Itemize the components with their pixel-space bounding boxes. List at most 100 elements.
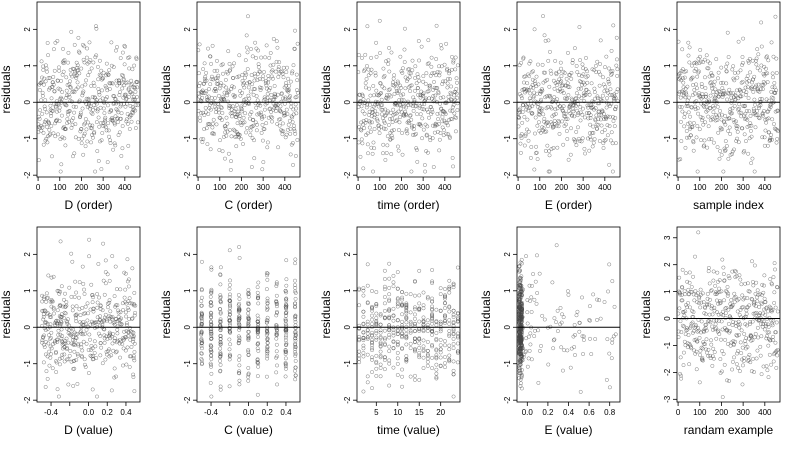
data-point: [226, 88, 231, 93]
data-point: [95, 292, 100, 296]
data-point: [368, 120, 373, 125]
data-point: [714, 298, 719, 303]
data-point: [95, 109, 100, 114]
data-point: [284, 283, 289, 288]
data-point: [404, 113, 409, 118]
data-point: [110, 116, 114, 120]
data-point: [408, 324, 413, 329]
data-point: [575, 70, 580, 75]
data-point: [373, 70, 378, 75]
data-point: [378, 312, 383, 317]
y-tick-label: 2: [663, 27, 672, 32]
data-point: [735, 124, 740, 129]
data-point: [119, 111, 124, 116]
data-point: [431, 165, 436, 169]
data-point: [428, 83, 433, 88]
data-point: [41, 317, 46, 322]
data-point: [88, 337, 92, 342]
data-point: [129, 119, 134, 124]
data-point: [574, 91, 579, 96]
data-point: [209, 315, 213, 319]
data-point: [237, 301, 242, 306]
data-point: [98, 323, 103, 328]
data-point: [533, 328, 537, 333]
data-point: [430, 344, 435, 349]
data-point: [595, 94, 600, 99]
data-point: [228, 292, 232, 297]
data-point: [274, 284, 279, 288]
data-point: [401, 112, 406, 117]
data-point: [689, 105, 694, 110]
data-point: [693, 60, 698, 65]
data-point: [283, 356, 288, 361]
data-point: [541, 14, 545, 19]
data-point: [603, 137, 608, 142]
data-point: [717, 332, 722, 336]
data-point: [730, 367, 735, 372]
data-point: [226, 49, 231, 54]
data-point: [746, 60, 751, 65]
data-point: [451, 359, 456, 364]
data-point: [371, 93, 376, 98]
data-point: [682, 350, 686, 355]
data-point: [205, 142, 210, 147]
data-point: [695, 291, 700, 296]
data-point: [760, 321, 765, 326]
data-point: [239, 123, 244, 128]
data-point: [557, 131, 562, 136]
data-point: [275, 122, 280, 126]
data-point: [82, 131, 87, 136]
data-point: [280, 71, 285, 76]
data-point: [579, 86, 583, 91]
data-point: [538, 348, 542, 353]
y-tick-label: -1: [503, 135, 512, 143]
data-point: [96, 87, 101, 91]
data-point: [218, 342, 223, 346]
data-point: [218, 81, 223, 86]
data-point: [385, 96, 390, 101]
data-point: [611, 119, 616, 123]
data-point: [404, 301, 409, 306]
data-point: [765, 54, 769, 59]
x-tick-label: 300: [576, 183, 590, 192]
data-point: [430, 313, 435, 317]
data-point: [197, 84, 202, 88]
data-point: [760, 293, 764, 297]
data-point: [548, 93, 553, 98]
data-point: [588, 116, 593, 120]
data-point: [529, 70, 534, 75]
data-point: [256, 48, 261, 53]
data-point: [227, 248, 232, 253]
data-point: [425, 348, 430, 353]
data-point: [558, 60, 563, 65]
data-point: [701, 358, 705, 363]
data-point: [767, 107, 772, 111]
data-point: [561, 91, 566, 96]
data-point: [691, 274, 695, 279]
data-point: [102, 336, 107, 341]
data-point: [601, 82, 606, 87]
data-point: [421, 338, 426, 343]
data-point: [519, 132, 524, 137]
data-point: [62, 136, 67, 141]
data-point: [587, 318, 592, 322]
data-point: [544, 120, 549, 125]
data-point: [546, 38, 551, 43]
data-point: [743, 85, 748, 90]
data-point: [274, 300, 279, 304]
data-point: [57, 291, 62, 296]
data-point: [292, 127, 297, 131]
data-point: [238, 93, 243, 98]
data-point: [84, 327, 89, 332]
data-point: [395, 341, 400, 346]
data-point: [568, 152, 573, 157]
data-point: [430, 307, 435, 311]
data-point: [218, 272, 223, 277]
data-point: [570, 60, 575, 65]
data-point: [374, 366, 379, 371]
data-point: [402, 104, 406, 109]
data-point: [199, 111, 204, 116]
data-point: [448, 108, 453, 113]
data-point: [438, 309, 443, 313]
data-point: [577, 25, 582, 29]
